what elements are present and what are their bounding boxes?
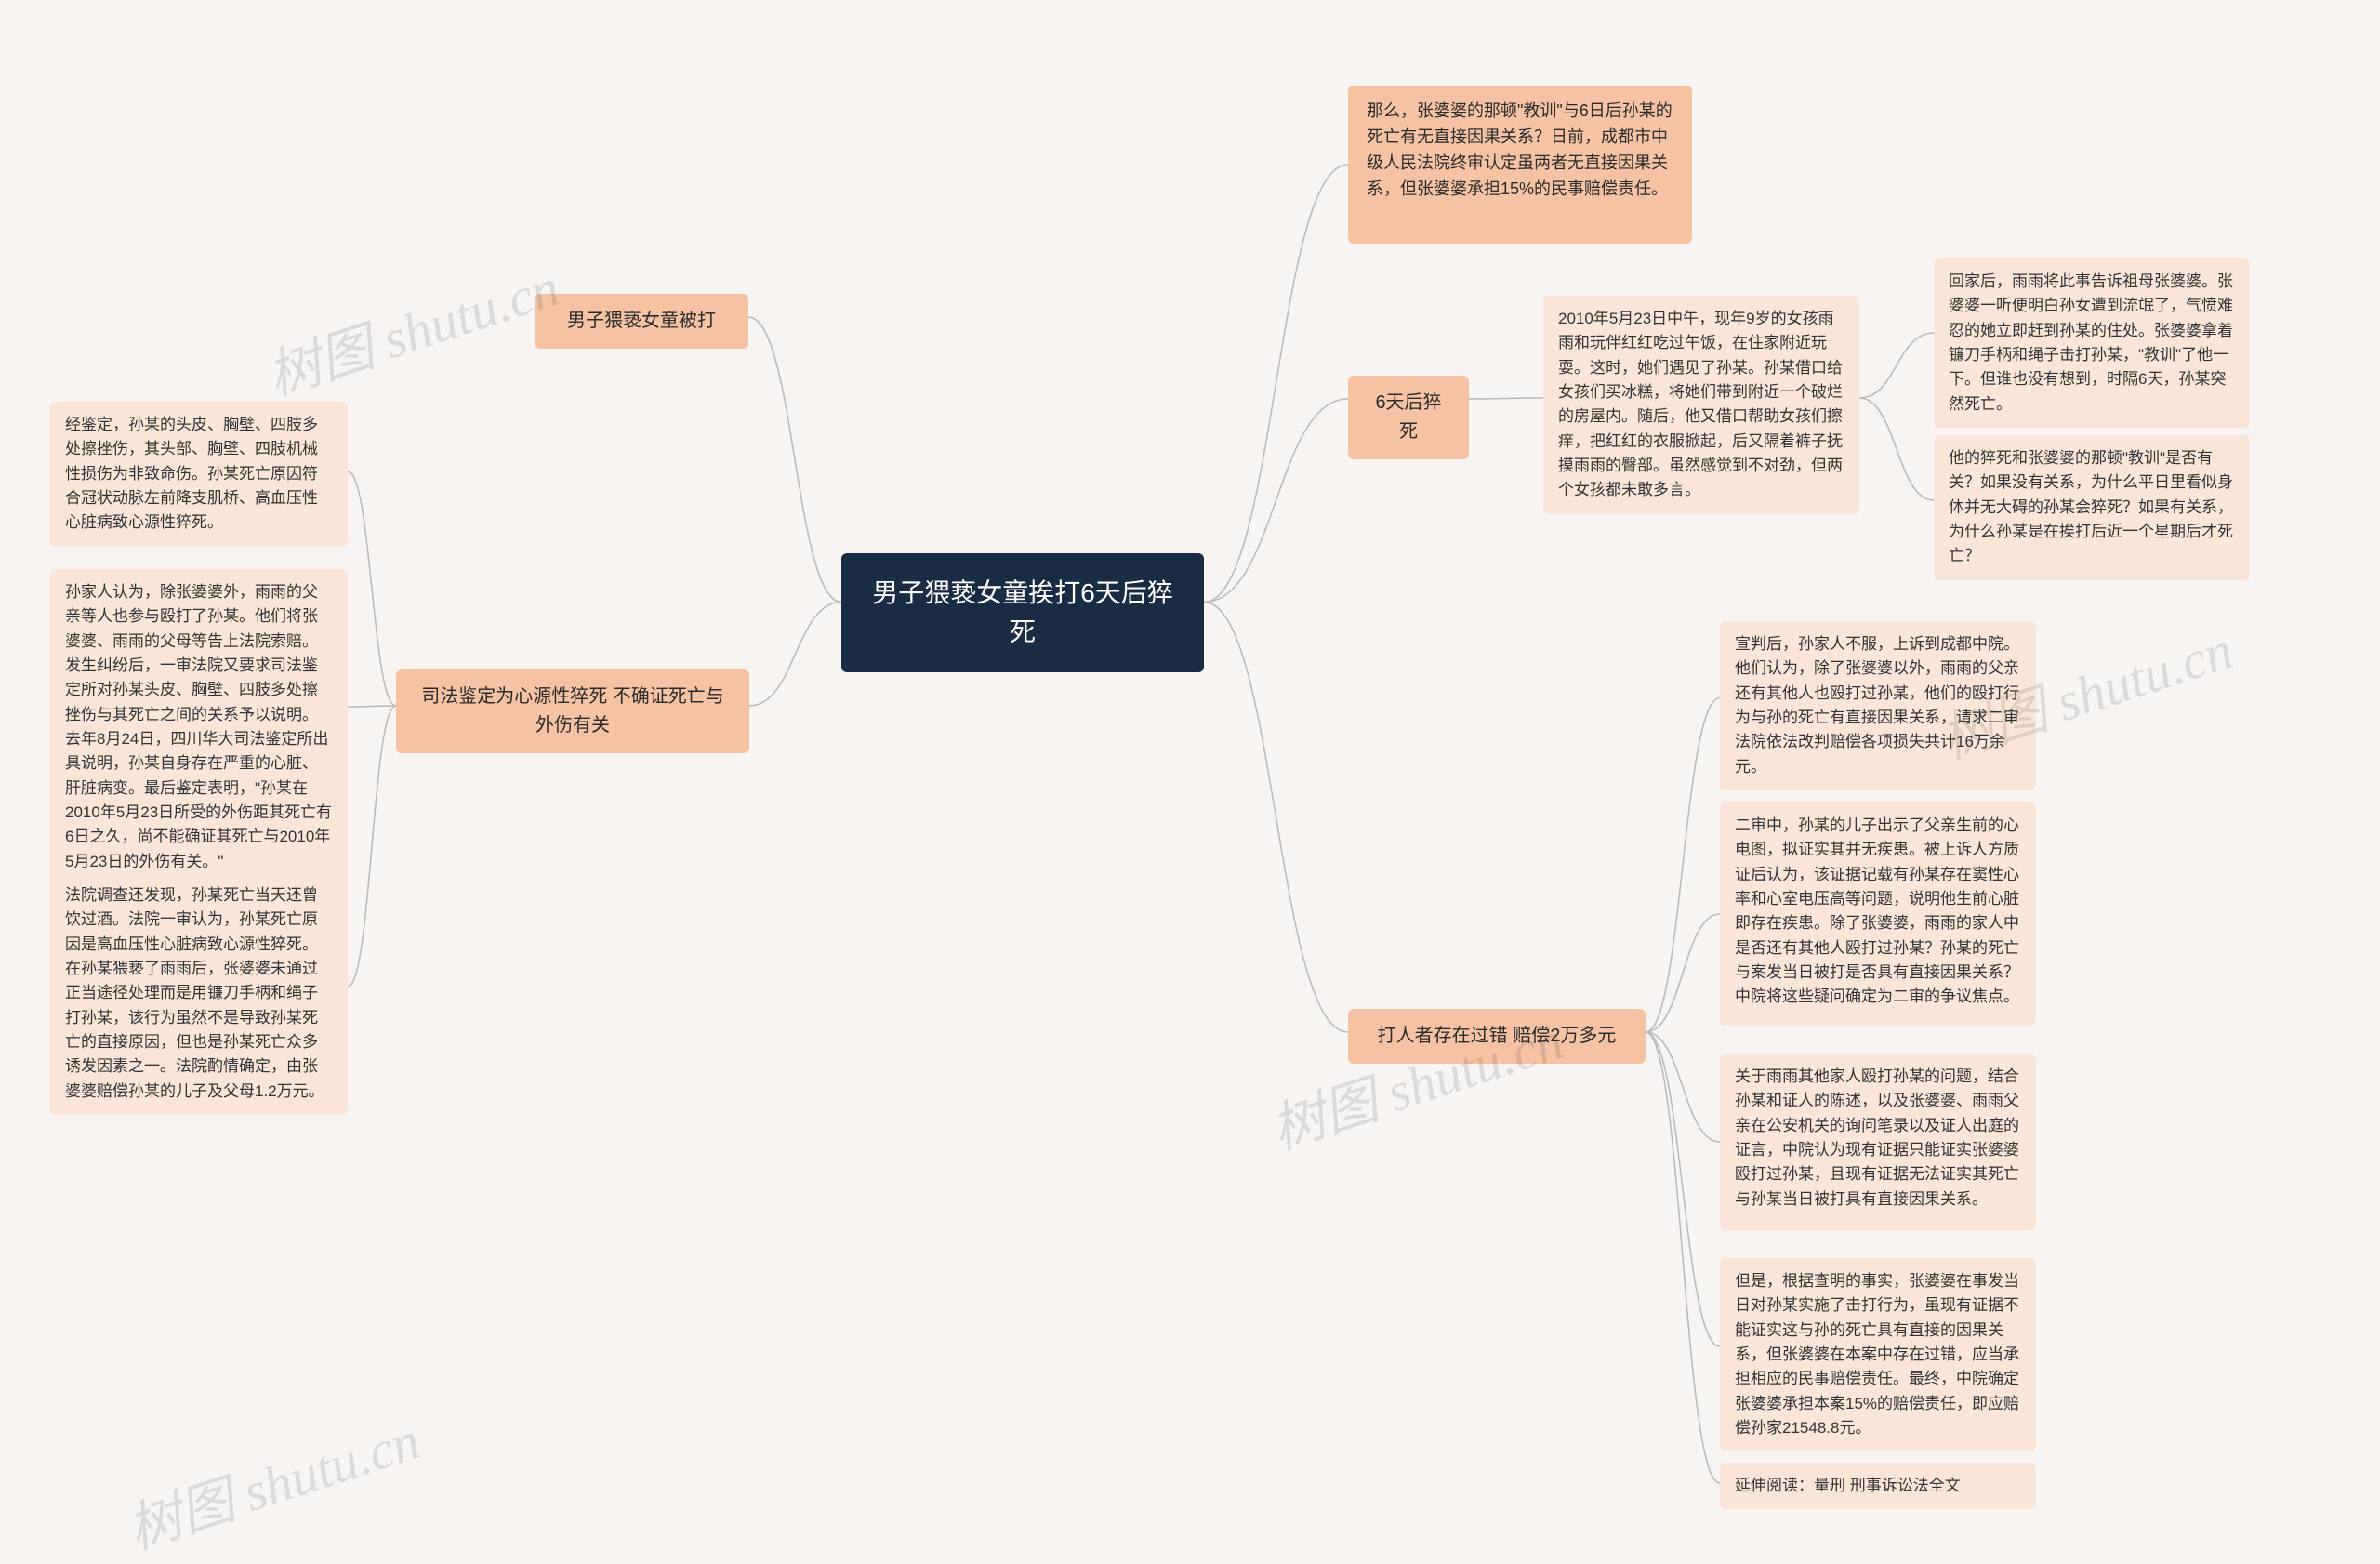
leaf-comp-3[interactable]: 关于雨雨其他家人殴打孙某的问题，结合孙某和证人的陈述，以及张婆婆、雨雨父亲在公安…	[1720, 1054, 2036, 1230]
branch-intro[interactable]: 那么，张婆婆的那顿"教训"与6日后孙某的死亡有无直接因果关系？日前，成都市中级人…	[1348, 86, 1692, 244]
leaf-comp-5[interactable]: 延伸阅读：量刑 刑事诉讼法全文	[1720, 1463, 2036, 1509]
watermark: 树图 shutu.cn	[116, 1397, 428, 1564]
root-node[interactable]: 男子猥亵女童挨打6天后猝死	[841, 553, 1204, 672]
leaf-forensic-2[interactable]: 孙家人认为，除张婆婆外，雨雨的父亲等人也参与殴打了孙某。他们将张婆婆、雨雨的父母…	[50, 569, 348, 885]
leaf-forensic-3[interactable]: 法院调查还发现，孙某死亡当天还曾饮过酒。法院一审认为，孙某死亡原因是高血压性心脏…	[50, 872, 348, 1115]
leaf-forensic-1[interactable]: 经鉴定，孙某的头皮、胸壁、四肢多处擦挫伤，其头部、胸壁、四肢机械性损伤为非致命伤…	[50, 402, 348, 547]
leaf-6days-1b[interactable]: 他的猝死和张婆婆的那顿"教训"是否有关？如果没有关系，为什么平日里看似身体并无大…	[1934, 435, 2250, 580]
leaf-comp-2[interactable]: 二审中，孙某的儿子出示了父亲生前的心电图，拟证实其并无疾患。被上诉人方质证后认为…	[1720, 802, 2036, 1026]
leaf-6days-1[interactable]: 2010年5月23日中午，现年9岁的女孩雨雨和玩伴红红吃过午饭，在住家附近玩耍。…	[1543, 296, 1859, 514]
branch-6days[interactable]: 6天后猝死	[1348, 376, 1469, 459]
leaf-comp-4[interactable]: 但是，根据查明的事实，张婆婆在事发当日对孙某实施了击打行为，虽现有证据不能证实这…	[1720, 1258, 2036, 1451]
watermark: 树图 shutu.cn	[256, 244, 567, 411]
leaf-comp-1[interactable]: 宣判后，孙家人不服，上诉到成都中院。他们认为，除了张婆婆以外，雨雨的父亲还有其他…	[1720, 621, 2036, 790]
leaf-6days-1a[interactable]: 回家后，雨雨将此事告诉祖母张婆婆。张婆婆一听便明白孙女遭到流氓了，气愤难忍的她立…	[1934, 258, 2250, 428]
branch-forensic[interactable]: 司法鉴定为心源性猝死 不确证死亡与外伤有关	[396, 669, 749, 753]
branch-molest[interactable]: 男子猥亵女童被打	[535, 294, 748, 349]
branch-compensation[interactable]: 打人者存在过错 赔偿2万多元	[1348, 1009, 1646, 1064]
